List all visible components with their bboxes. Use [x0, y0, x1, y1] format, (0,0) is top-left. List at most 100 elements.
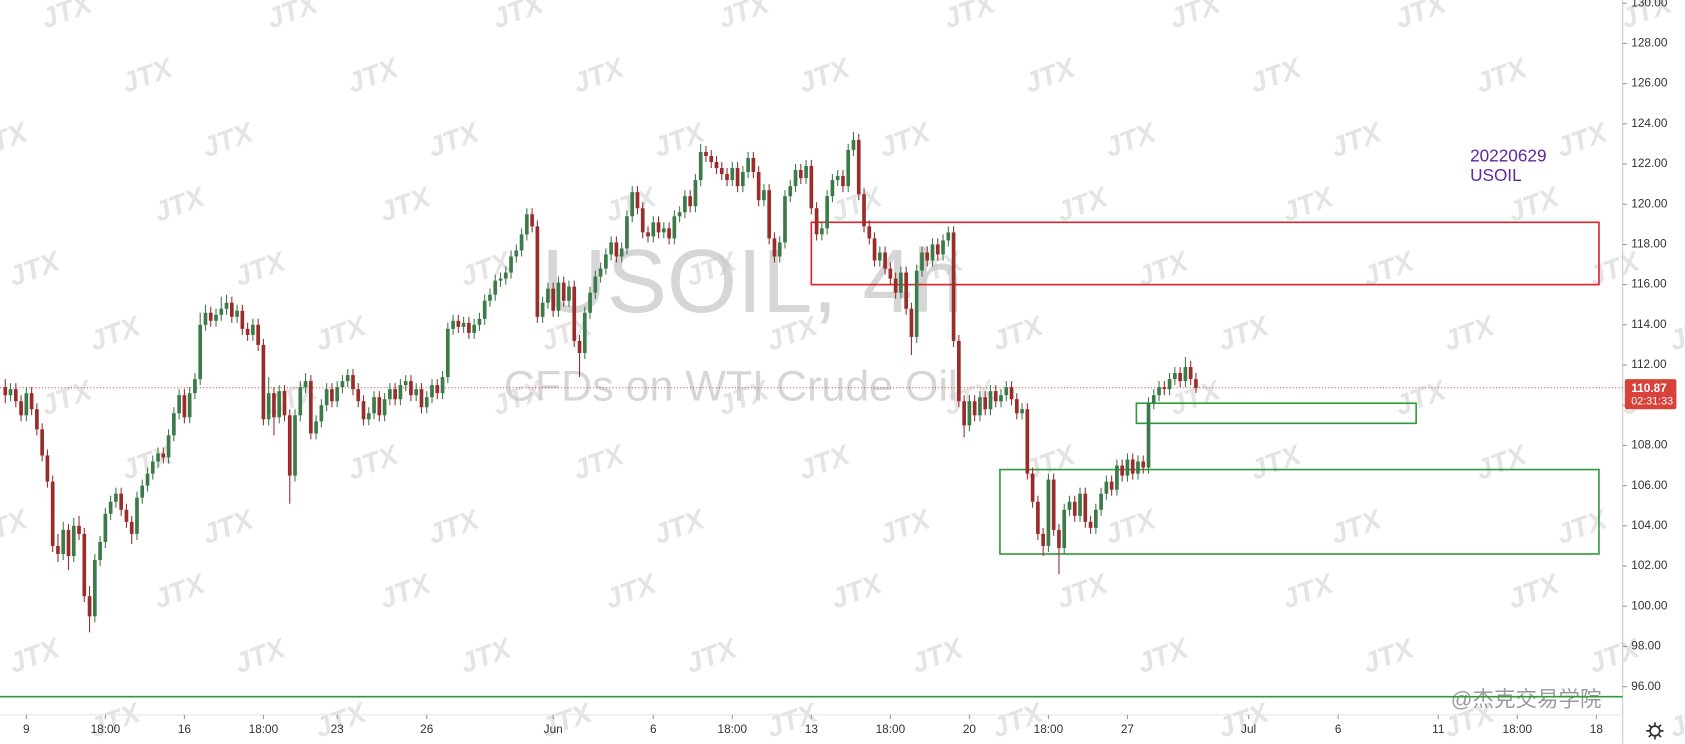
- candle-body: [356, 389, 361, 402]
- candle-body: [398, 385, 403, 400]
- candle-body: [445, 328, 450, 378]
- candle-body: [303, 381, 308, 388]
- candle-body: [203, 312, 208, 325]
- candle-body: [835, 176, 840, 181]
- candle-body: [493, 280, 498, 295]
- candle-body: [1036, 501, 1040, 534]
- candle-body: [282, 391, 287, 416]
- settings-gear[interactable]: [1646, 722, 1664, 740]
- candle-body: [841, 176, 845, 187]
- candle-body: [161, 453, 166, 458]
- x-tick-label: 18:00: [249, 722, 279, 736]
- candle-body: [1125, 459, 1130, 476]
- candle-body: [535, 226, 540, 317]
- candle-body: [245, 328, 250, 335]
- candle-body: [630, 192, 635, 217]
- candle-body: [820, 228, 824, 235]
- credit-watermark: @杰克交易学院: [1451, 688, 1602, 712]
- candle-body: [561, 282, 566, 301]
- candle-body: [651, 222, 656, 237]
- candle-body: [588, 292, 592, 313]
- candle-body: [851, 139, 856, 150]
- x-tick-label: 6: [650, 722, 657, 736]
- x-tick-label: 18:00: [1503, 722, 1533, 736]
- candle-body: [366, 413, 371, 420]
- candle-body: [208, 312, 213, 321]
- candle-body: [999, 395, 1003, 402]
- candle-body: [372, 397, 376, 414]
- x-tick-label: 18:00: [718, 722, 748, 736]
- candle-body: [1083, 493, 1088, 522]
- candle-body: [198, 324, 203, 380]
- annotation: 20220629: [1470, 146, 1546, 166]
- candle-body: [214, 314, 218, 321]
- candle-body: [635, 192, 640, 209]
- candle-body: [582, 312, 587, 353]
- candle-body: [1188, 367, 1193, 380]
- candle-body: [904, 272, 909, 309]
- candle-body: [1088, 521, 1093, 528]
- candle-body: [978, 397, 982, 416]
- candle-body: [177, 395, 181, 414]
- candle-body: [1194, 379, 1198, 388]
- candle-body: [166, 435, 171, 458]
- x-tick-label: 11: [1432, 722, 1444, 736]
- y-tick-label: 124.00: [1631, 116, 1668, 130]
- candle-body: [867, 226, 872, 239]
- candle-body: [219, 308, 224, 315]
- candle-body: [893, 278, 898, 293]
- candle-body: [661, 228, 666, 233]
- x-tick-label: 20: [963, 722, 977, 736]
- candle-body: [1151, 395, 1156, 404]
- candle-body: [619, 248, 624, 257]
- candle-body: [66, 529, 71, 556]
- candle-body: [61, 529, 66, 554]
- candle-body: [256, 324, 260, 345]
- candle-body: [314, 421, 318, 434]
- candle-body: [19, 401, 23, 416]
- candle-body: [899, 272, 903, 293]
- candle-body: [193, 379, 197, 394]
- y-tick-label: 100.00: [1631, 598, 1668, 612]
- candle-body: [308, 381, 313, 434]
- candle-body: [172, 413, 176, 436]
- candle-body: [762, 190, 766, 201]
- candle-body: [156, 453, 160, 462]
- candle-body: [277, 391, 282, 418]
- candle-body: [741, 172, 745, 187]
- x-tick-label: 18: [1590, 722, 1604, 736]
- y-tick-label: 130.00: [1631, 0, 1668, 9]
- candle-body: [735, 168, 740, 187]
- x-tick-label: 6: [1335, 722, 1342, 736]
- candle-body: [646, 232, 650, 237]
- candle-body: [461, 322, 466, 327]
- candle-body: [698, 151, 703, 181]
- y-tick-label: 96.00: [1631, 679, 1661, 693]
- candle-body: [103, 513, 108, 542]
- candle-body: [240, 310, 245, 329]
- candle-body: [957, 340, 961, 402]
- candle-body: [467, 322, 471, 333]
- candle-body: [488, 294, 492, 301]
- candle-body: [87, 596, 92, 617]
- candle-body: [298, 387, 303, 416]
- candle-body: [846, 149, 851, 187]
- x-tick-label: 13: [805, 722, 819, 736]
- candle-body: [1093, 509, 1098, 528]
- candle-body: [119, 493, 124, 510]
- candle-body: [1030, 473, 1035, 502]
- candle-body: [830, 180, 835, 197]
- y-tick-label: 116.00: [1631, 277, 1667, 291]
- candle-body: [140, 485, 145, 498]
- candle-body: [345, 375, 350, 382]
- candle-body: [1146, 403, 1151, 468]
- candle-body: [24, 393, 29, 416]
- candle-body: [324, 389, 329, 406]
- candle-body: [551, 288, 556, 311]
- candle-body: [224, 302, 229, 309]
- candle-body: [872, 238, 877, 261]
- x-tick-label: 9: [23, 722, 30, 736]
- candle-body: [482, 300, 487, 319]
